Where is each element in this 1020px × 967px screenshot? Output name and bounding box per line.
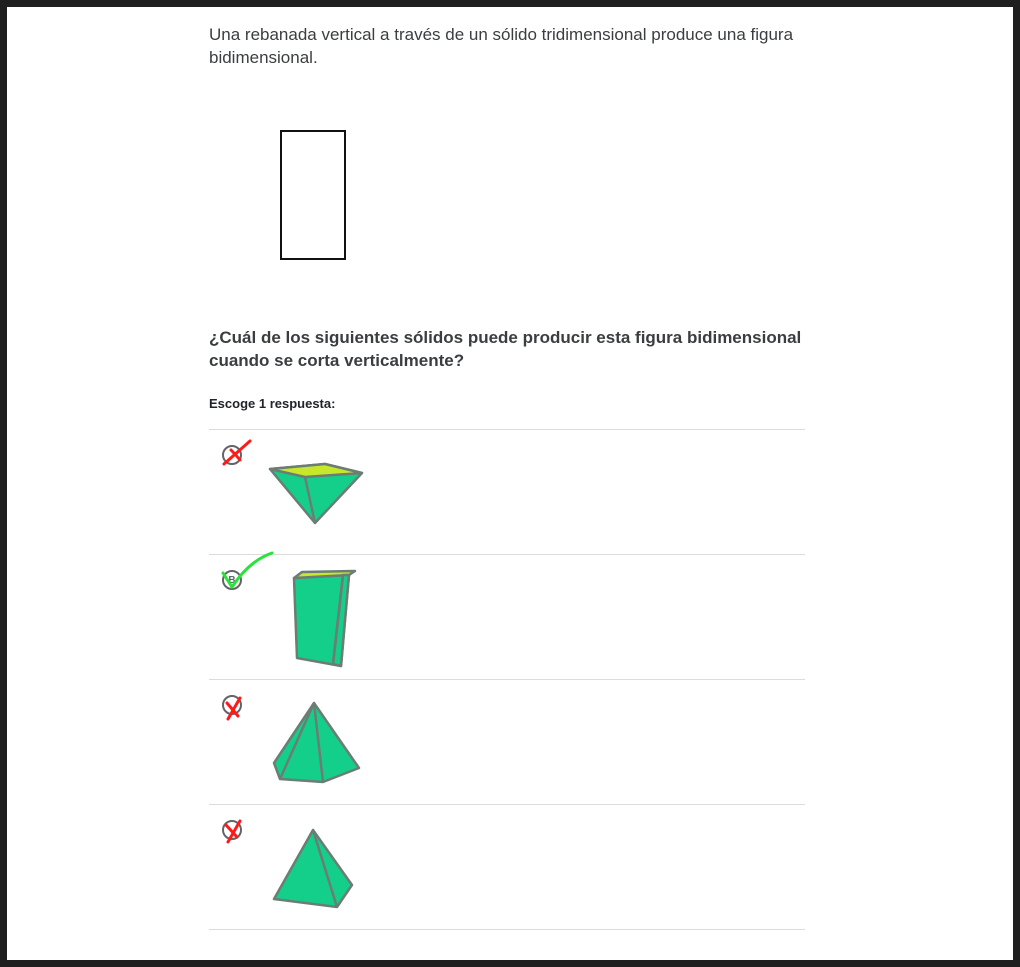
square-pyramid-icon — [272, 828, 354, 909]
correct-check-icon — [221, 551, 274, 589]
rectangular-prism-icon — [292, 569, 357, 668]
answer-choices: B — [209, 429, 805, 930]
intro-text: Una rebanada vertical a través de un sól… — [209, 25, 794, 67]
incorrect-mark-icon — [224, 819, 242, 844]
choice-a-radio[interactable] — [222, 445, 242, 465]
choice-d[interactable] — [209, 804, 805, 930]
incorrect-mark-icon — [222, 439, 252, 466]
choice-b-radio[interactable]: B — [222, 570, 242, 590]
choice-a[interactable] — [209, 429, 805, 554]
choice-d-radio[interactable] — [222, 820, 242, 840]
choice-b[interactable]: B — [209, 551, 805, 679]
worksheet-page: Una rebanada vertical a través de un sól… — [7, 7, 1013, 960]
cross-section-rectangle — [280, 130, 346, 260]
incorrect-mark-icon — [225, 696, 242, 721]
inverted-square-pyramid-icon — [268, 462, 364, 525]
pentagonal-pyramid-icon — [272, 701, 361, 784]
choice-c[interactable] — [209, 679, 805, 804]
instruction-text: Escoge 1 respuesta: — [209, 396, 336, 411]
question-text: ¿Cuál de los siguientes sólidos puede pr… — [209, 328, 802, 370]
